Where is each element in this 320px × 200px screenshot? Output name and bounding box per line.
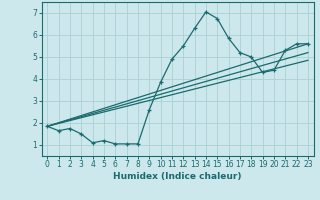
X-axis label: Humidex (Indice chaleur): Humidex (Indice chaleur): [113, 172, 242, 181]
